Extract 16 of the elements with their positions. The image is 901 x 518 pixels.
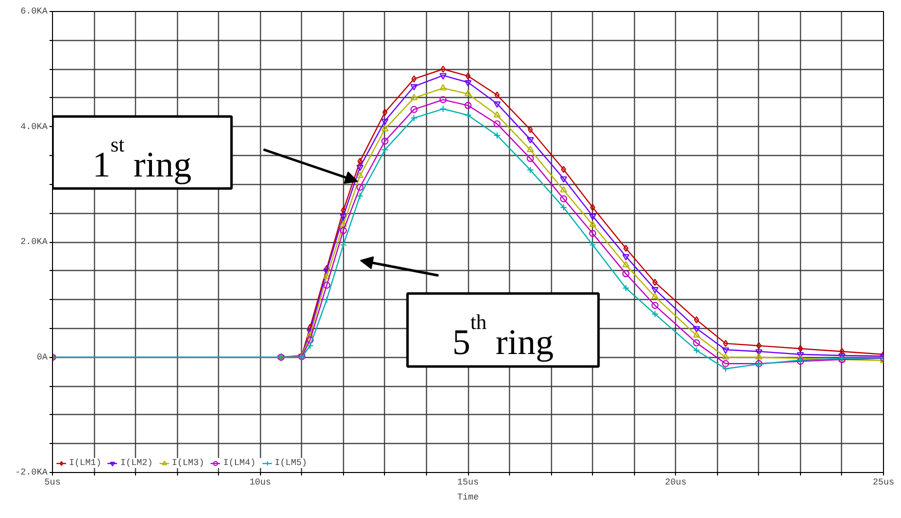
x-tick-label: 15us — [457, 478, 479, 488]
legend-label: I(LM1) — [69, 458, 102, 468]
x-axis-title: Time — [457, 492, 479, 502]
y-tick-label: -2.0KA — [15, 468, 48, 478]
legend-label: I(LM5) — [274, 458, 308, 468]
y-tick-label: 0A — [36, 352, 48, 362]
x-tick-label: 20us — [664, 478, 687, 488]
x-tick-label: 5us — [44, 478, 61, 488]
y-tick-label: 6.0KA — [20, 6, 48, 16]
y-tick-label: 4.0KA — [20, 122, 48, 132]
legend-label: I(LM3) — [172, 458, 204, 468]
legend-label: I(LM4) — [223, 458, 256, 468]
y-tick-label: 2.0KA — [20, 237, 48, 247]
x-tick-label: 10us — [249, 478, 272, 488]
x-tick-label: 25us — [872, 478, 894, 488]
legend-label: I(LM2) — [120, 458, 153, 468]
